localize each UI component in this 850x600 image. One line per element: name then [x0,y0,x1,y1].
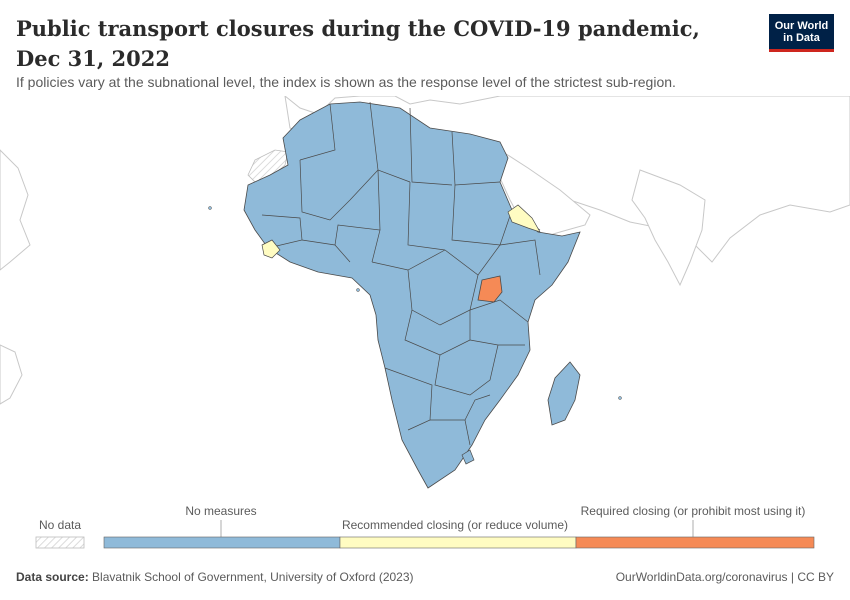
island-cape-verde [208,206,212,210]
world-map [0,96,850,489]
legend-swatch-recommended[interactable] [339,536,577,549]
india-outline [631,169,706,287]
americas-outline [0,149,31,271]
logo-line-2: in Data [783,31,820,44]
data-source: Data source: Blavatnik School of Governm… [16,570,414,584]
country-eritrea[interactable] [507,204,541,233]
country-lesotho[interactable] [461,449,475,465]
source-text: Blavatnik School of Government, Universi… [92,570,414,584]
chart-title: Public transport closures during the COV… [16,16,700,71]
country-borders [261,101,541,446]
island-sao-tome [356,288,360,292]
chart-subtitle: If policies vary at the subnational leve… [16,74,676,90]
footer-link[interactable]: OurWorldinData.org/coronavirus | CC BY [615,570,834,584]
south-america-outline [0,344,23,405]
map-legend: No data No measures Recommended closing … [35,504,815,549]
legend-swatch-required[interactable] [575,536,815,549]
legend-label-no-measures: No measures [185,504,256,518]
legend-label-required: Required closing (or prohibit most using… [581,504,806,518]
owid-logo[interactable]: Our World in Data [769,14,834,52]
country-uganda[interactable] [477,275,503,303]
legend-label-recommended: Recommended closing (or reduce volume) [342,518,568,532]
legend-swatch-no-measures[interactable] [103,536,341,549]
legend-no-data-label: No data [39,518,81,532]
other-regions [0,96,850,405]
island-mauritius [618,396,622,400]
source-label: Data source: [16,570,89,584]
logo-line-1: Our World [774,19,829,32]
country-sierra-leone[interactable] [261,239,281,259]
legend-no-data-swatch [35,536,85,549]
country-madagascar[interactable] [547,361,581,426]
africa-no-measures[interactable] [243,101,581,489]
